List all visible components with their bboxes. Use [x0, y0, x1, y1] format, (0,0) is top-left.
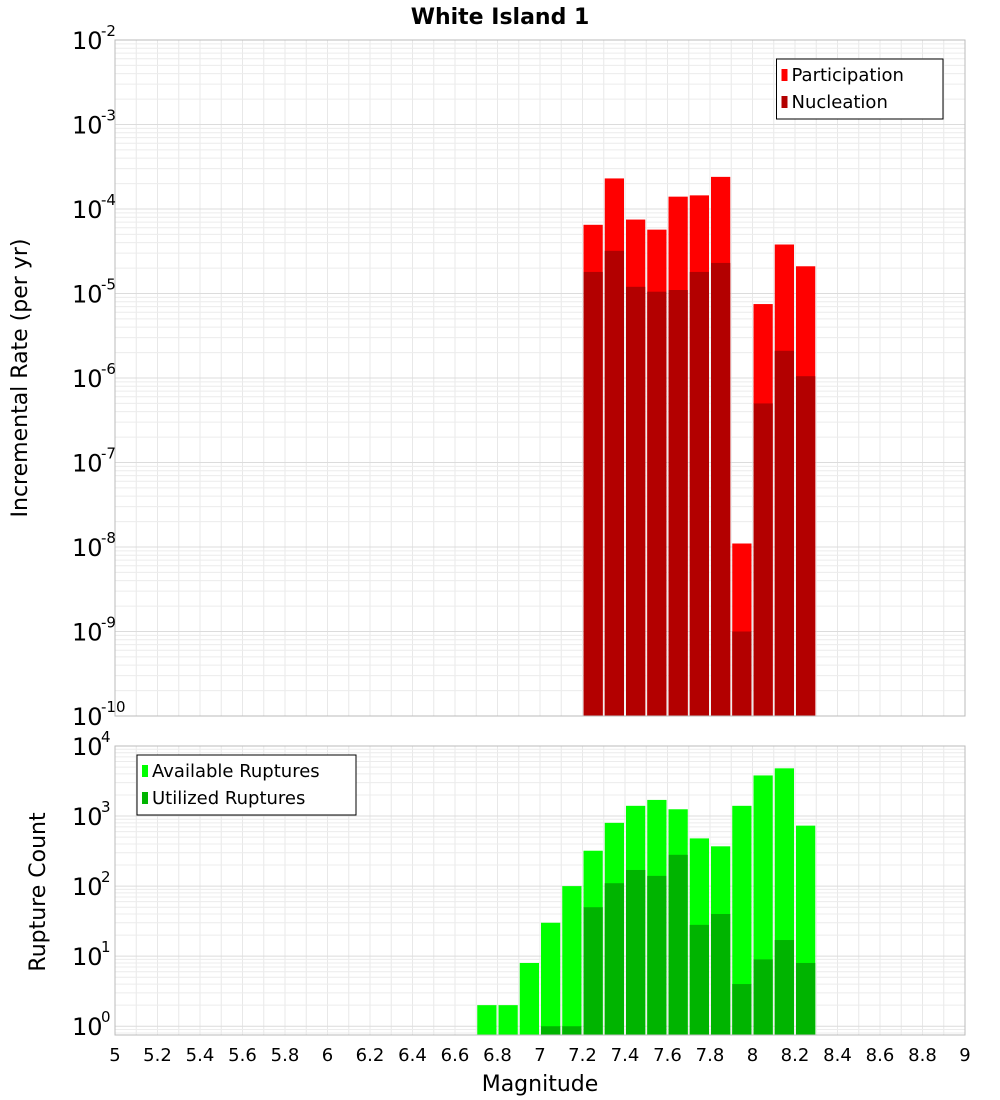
- rate-bar-front: [626, 286, 646, 716]
- x-tick-label: 8.4: [823, 1045, 852, 1066]
- x-tick-label: 5.4: [186, 1045, 215, 1066]
- rate-y-tick-exponent: -4: [101, 191, 116, 209]
- count-legend-label: Utilized Ruptures: [152, 788, 305, 809]
- rate-y-tick-exponent: -5: [101, 276, 116, 294]
- rate-y-tick-exponent: -7: [101, 445, 116, 463]
- x-tick-label: 5: [109, 1045, 120, 1066]
- rate-bar-front: [796, 376, 816, 716]
- rate-legend-label: Participation: [792, 65, 904, 86]
- rate-bar-front: [711, 262, 731, 716]
- x-tick-label: 7.4: [611, 1045, 640, 1066]
- x-tick-label: 7: [534, 1045, 545, 1066]
- rate-legend-label: Nucleation: [792, 92, 888, 113]
- rate-legend-box: [776, 58, 944, 120]
- x-tick-label: 7.2: [568, 1045, 597, 1066]
- count-bar-front: [626, 869, 646, 1035]
- x-tick-label: 8: [747, 1045, 758, 1066]
- count-legend-box: [136, 754, 357, 816]
- rate-y-tick-exponent: -3: [101, 107, 116, 125]
- rate-legend-swatch: [781, 96, 788, 108]
- x-tick-label: 8.2: [781, 1045, 810, 1066]
- count-legend-swatch: [142, 765, 148, 777]
- bottom-y-axis-label: Rupture Count: [26, 812, 51, 972]
- rate-bar-front: [604, 250, 624, 716]
- count-bar-front: [689, 924, 709, 1035]
- rate-y-tick-label: 10: [72, 619, 103, 647]
- count-legend-swatch: [142, 792, 148, 804]
- count-bar-front: [583, 907, 603, 1035]
- rate-y-tick-label: 10: [72, 196, 103, 224]
- count-bar-front: [562, 1026, 582, 1035]
- rate-y-tick-label: 10: [72, 112, 103, 140]
- rate-bar-front: [668, 290, 688, 716]
- count-bar-back: [477, 1005, 497, 1035]
- x-tick-label: 7.8: [696, 1045, 725, 1066]
- rate-y-tick-label: 10: [72, 450, 103, 478]
- x-tick-label: 5.6: [228, 1045, 257, 1066]
- rate-y-tick-exponent: -2: [101, 22, 116, 40]
- count-y-tick-exponent: 2: [101, 868, 111, 886]
- rate-bar-front: [753, 403, 773, 716]
- count-y-tick-label: 10: [72, 803, 103, 831]
- rate-bar-front: [732, 631, 752, 716]
- rate-y-tick-exponent: -6: [101, 360, 116, 378]
- count-y-tick-exponent: 1: [101, 938, 111, 956]
- rate-y-tick-label: 10: [72, 703, 103, 731]
- rate-y-tick-exponent: -10: [101, 698, 126, 716]
- top-y-axis-label: Incremental Rate (per yr): [8, 239, 33, 518]
- x-tick-label: 6.6: [441, 1045, 470, 1066]
- rate-y-tick-label: 10: [72, 365, 103, 393]
- count-y-tick-label: 10: [72, 1013, 103, 1041]
- rate-y-tick-exponent: -9: [101, 614, 116, 632]
- rate-y-tick-label: 10: [72, 281, 103, 309]
- rate-bar-front: [689, 271, 709, 716]
- count-y-tick-label: 10: [72, 943, 103, 971]
- count-bar-front: [541, 1026, 561, 1035]
- count-y-tick-exponent: 4: [101, 728, 111, 746]
- count-bar-front: [732, 984, 752, 1035]
- x-tick-label: 6.2: [356, 1045, 385, 1066]
- rate-y-tick-label: 10: [72, 27, 103, 55]
- x-tick-label: 9: [959, 1045, 970, 1066]
- count-y-tick-label: 10: [72, 873, 103, 901]
- rate-bar-front: [583, 271, 603, 716]
- count-bar-front: [774, 940, 794, 1035]
- x-tick-label: 5.8: [271, 1045, 300, 1066]
- count-bar-front: [604, 883, 624, 1035]
- count-bar-back: [519, 962, 539, 1035]
- rate-plot-frame: [114, 39, 966, 717]
- rate-legend-swatch: [781, 69, 788, 81]
- count-bar-front: [796, 962, 816, 1035]
- rate-bar-front: [647, 291, 667, 716]
- x-axis-label: Magnitude: [482, 1072, 599, 1097]
- count-bar-front: [753, 959, 773, 1035]
- x-tick-label: 8.6: [866, 1045, 895, 1066]
- rate-y-tick-label: 10: [72, 534, 103, 562]
- rate-y-tick-exponent: -8: [101, 529, 116, 547]
- chart-title: White Island 1: [411, 5, 590, 30]
- count-y-tick-exponent: 3: [101, 798, 111, 816]
- count-y-tick-exponent: 0: [101, 1008, 111, 1026]
- x-tick-label: 6: [322, 1045, 333, 1066]
- count-bar-front: [647, 875, 667, 1035]
- count-bar-back: [732, 805, 752, 1035]
- count-bar-back: [498, 1005, 518, 1035]
- x-tick-label: 6.8: [483, 1045, 512, 1066]
- x-tick-label: 5.2: [143, 1045, 172, 1066]
- count-bar-front: [668, 854, 688, 1035]
- rate-bar-front: [774, 350, 794, 716]
- count-y-tick-label: 10: [72, 733, 103, 761]
- x-tick-label: 6.4: [398, 1045, 427, 1066]
- count-bar-back: [562, 886, 582, 1035]
- count-bar-back: [541, 922, 561, 1035]
- x-tick-label: 7.6: [653, 1045, 682, 1066]
- x-tick-label: 8.8: [908, 1045, 937, 1066]
- count-legend-label: Available Ruptures: [152, 761, 320, 782]
- count-plot-frame: [114, 745, 966, 1036]
- count-bar-front: [711, 914, 731, 1035]
